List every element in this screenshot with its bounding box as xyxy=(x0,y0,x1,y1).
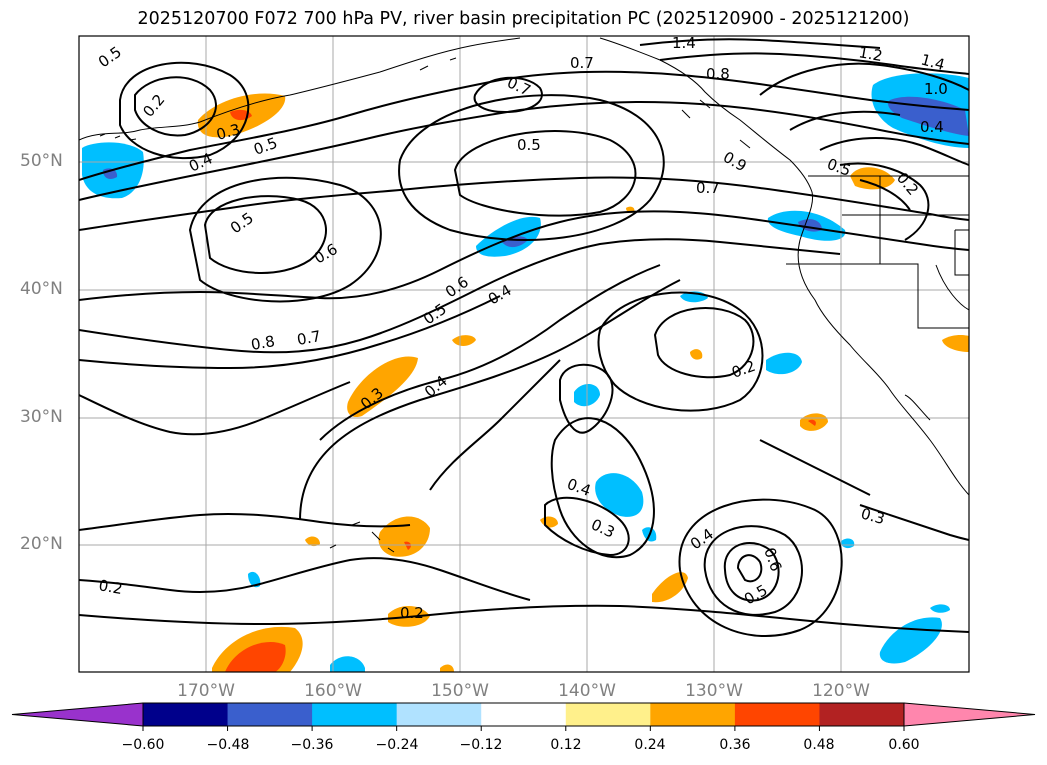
lat-label: 50°N xyxy=(20,151,63,171)
contour-label: 0.9 xyxy=(720,148,750,176)
contour-label: 0.4 xyxy=(565,475,594,500)
neg-anomaly-small4 xyxy=(840,538,855,549)
colorbar-segments xyxy=(12,703,1035,726)
colorbar-right-triangle xyxy=(904,703,1035,726)
contour-label: 1.4 xyxy=(919,50,947,74)
colorbar-ticks xyxy=(142,726,905,731)
pos-anomaly-hawaii-core xyxy=(404,541,411,550)
colorbar-tick-label: 0.48 xyxy=(803,737,835,753)
colorbar-tick-label: 0.12 xyxy=(550,737,582,753)
precip-shading xyxy=(82,73,969,672)
pos-anomaly-hawaii xyxy=(378,516,430,557)
neg-anomaly-south xyxy=(879,617,942,664)
colorbar-segment xyxy=(227,703,313,726)
lon-label: 120°W xyxy=(812,681,870,701)
map-frame xyxy=(78,35,970,673)
pos-anomaly-small1 xyxy=(452,335,476,346)
contour-label: 0.5 xyxy=(227,209,257,237)
contour-label: 0.2 xyxy=(139,91,168,121)
lon-label: 160°W xyxy=(304,681,362,701)
colorbar-tick-label: −0.12 xyxy=(459,737,503,753)
neg-anomaly-bottom xyxy=(330,656,365,672)
pos-anomaly-small2 xyxy=(690,349,703,360)
map-title: 2025120700 F072 700 hPa PV, river basin … xyxy=(137,9,910,29)
pos-anomaly-bottom-core xyxy=(225,642,286,672)
lon-label: 140°W xyxy=(558,681,616,701)
colorbar-segment xyxy=(481,703,567,726)
contour-label: 0.2 xyxy=(400,604,424,622)
coastlines xyxy=(79,37,969,553)
colorbar-segment xyxy=(312,703,398,726)
colorbar-left-triangle xyxy=(12,703,143,726)
neg-anomaly-small2 xyxy=(248,571,261,588)
colorbar-segment xyxy=(143,703,229,726)
pos-anomaly-35n xyxy=(347,356,418,418)
colorbar-right-triangle-outline xyxy=(903,702,1036,727)
contour-label: 0.2 xyxy=(893,169,922,199)
contour-label: 0.7 xyxy=(570,54,594,72)
colorbar-segment xyxy=(819,703,905,726)
pos-anomaly-oregon xyxy=(850,167,895,190)
pv-contours xyxy=(79,38,969,638)
colorbar-tick-label: −0.24 xyxy=(375,737,419,753)
contour-label: 0.2 xyxy=(729,357,758,382)
contour-label: 0.3 xyxy=(859,504,887,528)
lon-label: 150°W xyxy=(431,681,489,701)
colorbar-tick-label: −0.48 xyxy=(206,737,250,753)
neg-anomaly-small5 xyxy=(930,604,950,613)
contour-label: 1.0 xyxy=(924,80,948,98)
colorbar-left-triangle-outline xyxy=(11,702,144,727)
contour-label: 1.4 xyxy=(672,34,696,52)
contour-label: 0.5 xyxy=(517,136,541,154)
pos-anomaly-small4 xyxy=(305,536,320,547)
contour-label: 0.8 xyxy=(706,65,730,83)
contour-label: 0.3 xyxy=(588,515,617,541)
pos-anomaly-31n-core xyxy=(808,419,816,426)
pos-anomaly-17n xyxy=(652,572,688,603)
pos-anomaly-small5 xyxy=(440,664,454,672)
contour-label: 0.7 xyxy=(696,179,720,197)
colorbar-segment xyxy=(396,703,482,726)
contour-label: 0.6 xyxy=(442,273,472,301)
colorbar-tick-label: 0.36 xyxy=(719,737,751,753)
colorbar-segment xyxy=(734,703,820,726)
lon-label: 170°W xyxy=(177,681,235,701)
colorbar-tick-label: 0.24 xyxy=(634,737,666,753)
colorbar-tick-label: 0.60 xyxy=(888,737,920,753)
colorbar-tick-label: −0.36 xyxy=(290,737,334,753)
neg-anomaly-25n xyxy=(595,473,644,517)
contour-label: 0.4 xyxy=(421,372,451,401)
lon-label: 130°W xyxy=(685,681,743,701)
pv-map: 0.5 0.2 0.3 0.5 0.4 0.5 0.6 0.7 0.5 0.7 … xyxy=(78,34,970,673)
colorbar-tick-label: −0.60 xyxy=(121,737,165,753)
lat-label: 30°N xyxy=(20,407,63,427)
contour-label: 0.3 xyxy=(214,120,242,144)
contour-label: 0.8 xyxy=(250,332,277,354)
contour-label: 0.7 xyxy=(296,327,323,349)
lat-label: 20°N xyxy=(20,534,63,554)
pos-anomaly-east-edge xyxy=(942,335,969,352)
contour-label: 0.5 xyxy=(95,43,125,71)
colorbar-segment xyxy=(650,703,736,726)
lat-label: 40°N xyxy=(20,279,63,299)
contour-label: 0.6 xyxy=(760,545,785,574)
contour-label: 1.2 xyxy=(857,43,884,65)
contour-label: 0.6 xyxy=(311,240,341,268)
colorbar-segment xyxy=(565,703,651,726)
contour-label: 0.2 xyxy=(97,576,124,598)
contour-label: 0.5 xyxy=(741,581,771,609)
neg-anomaly-canada-core xyxy=(888,96,969,136)
contour-label: 0.4 xyxy=(920,118,944,136)
contour-label: 0.4 xyxy=(485,281,515,309)
pos-anomaly-small3 xyxy=(540,516,558,528)
colorbar-frame xyxy=(142,702,905,727)
neg-anomaly-34n xyxy=(766,352,802,375)
